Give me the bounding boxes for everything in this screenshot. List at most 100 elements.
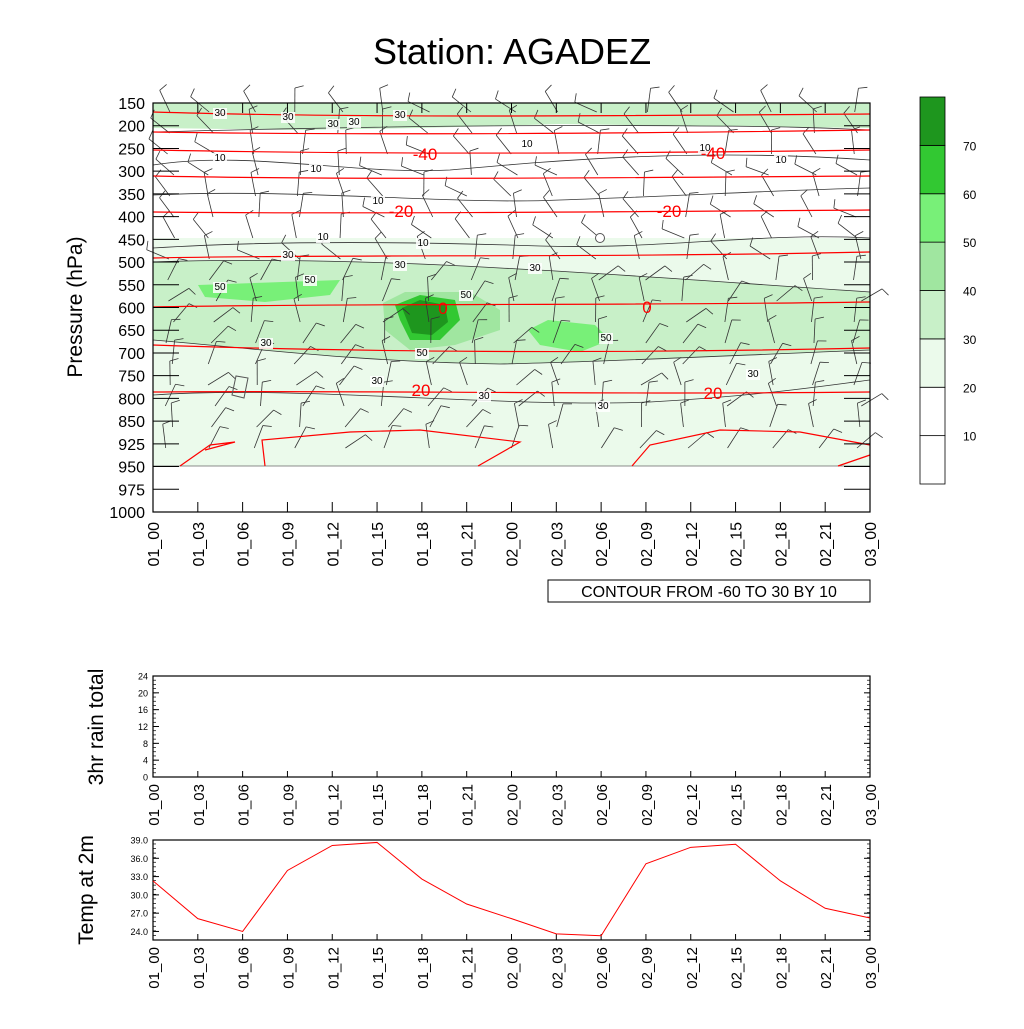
shading-contour-label: 30 bbox=[214, 108, 226, 119]
value-tick-label: 36.0 bbox=[130, 854, 148, 864]
time-tick-label: 01_12 bbox=[325, 947, 342, 989]
time-tick-label: 02_06 bbox=[594, 784, 611, 826]
pressure-tick-label: 250 bbox=[118, 141, 145, 158]
wind-barb-staff bbox=[836, 163, 857, 175]
wind-barb-staff bbox=[554, 130, 559, 154]
pressure-tick-label: 950 bbox=[118, 460, 145, 477]
wind-barb-staff bbox=[584, 178, 599, 196]
time-tick-label: 02_12 bbox=[684, 784, 701, 826]
time-tick-label: 01_09 bbox=[280, 522, 297, 567]
wind-barb-staff bbox=[250, 130, 254, 154]
small-circle-marker bbox=[596, 234, 605, 243]
value-tick-label: 24 bbox=[138, 672, 148, 682]
shading-contour-label: 10 bbox=[214, 153, 226, 164]
wind-barb-flag bbox=[336, 168, 343, 173]
time-tick-label: 02_12 bbox=[684, 522, 701, 567]
wind-barb-flag bbox=[191, 89, 195, 97]
wind-barb-flag bbox=[801, 190, 808, 196]
wind-barb-staff bbox=[458, 198, 473, 217]
wind-barb-flag bbox=[584, 170, 589, 177]
wind-barb-staff bbox=[188, 162, 208, 175]
shading-contour-label: 30 bbox=[394, 110, 406, 121]
temp-series-line bbox=[153, 842, 870, 935]
wind-barb-flag bbox=[600, 129, 609, 130]
time-tick-label: 02_18 bbox=[773, 522, 790, 567]
time-tick-label: 01_09 bbox=[280, 784, 297, 826]
time-tick-label: 02_21 bbox=[818, 784, 835, 826]
wind-barb-staff bbox=[367, 178, 383, 196]
wind-barb-flag bbox=[417, 231, 424, 236]
wind-barb-staff bbox=[163, 217, 175, 238]
wind-barb-flag bbox=[360, 157, 361, 166]
colorbar-label: 30 bbox=[963, 333, 977, 347]
shading-contour-label: 10 bbox=[521, 139, 533, 150]
time-tick-label: 01_18 bbox=[415, 947, 432, 989]
colorbar-box bbox=[920, 291, 945, 339]
time-tick-label: 02_06 bbox=[594, 522, 611, 567]
wind-barb-flag bbox=[204, 169, 212, 173]
wind-barb-flag bbox=[328, 86, 334, 93]
pressure-tick-label: 750 bbox=[118, 369, 145, 386]
value-tick-label: 0 bbox=[143, 773, 148, 783]
shading-contour-label: 30 bbox=[282, 250, 294, 261]
value-tick-label: 20 bbox=[138, 688, 148, 698]
shading-contour-label: 50 bbox=[214, 282, 226, 293]
wind-barb-staff bbox=[798, 227, 819, 238]
wind-barb-staff bbox=[672, 177, 686, 196]
shading-contour-label: 50 bbox=[304, 275, 316, 286]
wind-barb-staff bbox=[746, 167, 769, 175]
time-tick-label: 01_06 bbox=[236, 784, 253, 826]
wind-barb-staff bbox=[623, 199, 639, 217]
wind-barb-staff bbox=[160, 198, 174, 217]
time-tick-label: 01_15 bbox=[370, 522, 387, 567]
rain-frame bbox=[153, 676, 870, 777]
time-tick-label: 03_00 bbox=[863, 947, 880, 989]
wind-barb-staff bbox=[725, 172, 726, 196]
wind-barb-flag bbox=[858, 87, 867, 88]
wind-barb-staff bbox=[411, 224, 431, 238]
time-tick-label: 02_09 bbox=[639, 947, 656, 989]
time-tick-label: 01_18 bbox=[415, 522, 432, 567]
value-tick-label: 16 bbox=[138, 705, 148, 715]
time-tick-label: 01_12 bbox=[325, 784, 342, 826]
value-tick-label: 27.0 bbox=[130, 909, 148, 919]
wind-barb-flag bbox=[156, 151, 160, 159]
time-tick-label: 02_03 bbox=[549, 522, 566, 567]
time-tick-label: 02_03 bbox=[549, 784, 566, 826]
temperature-contour-label: -40 bbox=[701, 144, 726, 163]
wind-barb-staff bbox=[299, 193, 303, 217]
pressure-tick-label: 925 bbox=[118, 437, 145, 454]
wind-barb-flag bbox=[673, 127, 679, 134]
pressure-tick-label: 700 bbox=[118, 346, 145, 363]
wind-barb-flag bbox=[651, 87, 660, 88]
wind-barb-staff bbox=[259, 193, 260, 217]
time-tick-label: 01_09 bbox=[280, 947, 297, 989]
wind-barb-flag bbox=[513, 190, 521, 193]
colorbar-box bbox=[920, 387, 945, 435]
wind-barb-flag bbox=[204, 231, 212, 235]
contour-info-text: CONTOUR FROM -60 TO 30 BY 10 bbox=[581, 584, 837, 601]
wind-barb-flag bbox=[147, 241, 148, 250]
wind-barb-flag bbox=[303, 192, 312, 193]
wind-barb-staff bbox=[834, 208, 856, 217]
wind-barb-flag bbox=[581, 214, 585, 222]
pressure-tick-label: 450 bbox=[118, 232, 145, 249]
time-tick-label: 01_03 bbox=[191, 784, 208, 826]
value-tick-label: 12 bbox=[138, 722, 148, 732]
wind-barb-staff bbox=[662, 229, 684, 238]
shading-contour-label: 30 bbox=[348, 117, 360, 128]
time-tick-label: 02_15 bbox=[729, 522, 746, 567]
wind-barb-flag bbox=[422, 189, 429, 195]
wind-barb-staff bbox=[838, 223, 857, 238]
pressure-tick-label: 600 bbox=[118, 301, 145, 318]
time-tick-label: 03_00 bbox=[863, 784, 880, 826]
time-tick-label: 02_12 bbox=[684, 947, 701, 989]
wind-barb-staff bbox=[207, 194, 213, 217]
wind-barb-staff bbox=[598, 130, 601, 154]
wind-barb-flag bbox=[599, 189, 607, 193]
wind-barb-staff bbox=[155, 177, 169, 196]
